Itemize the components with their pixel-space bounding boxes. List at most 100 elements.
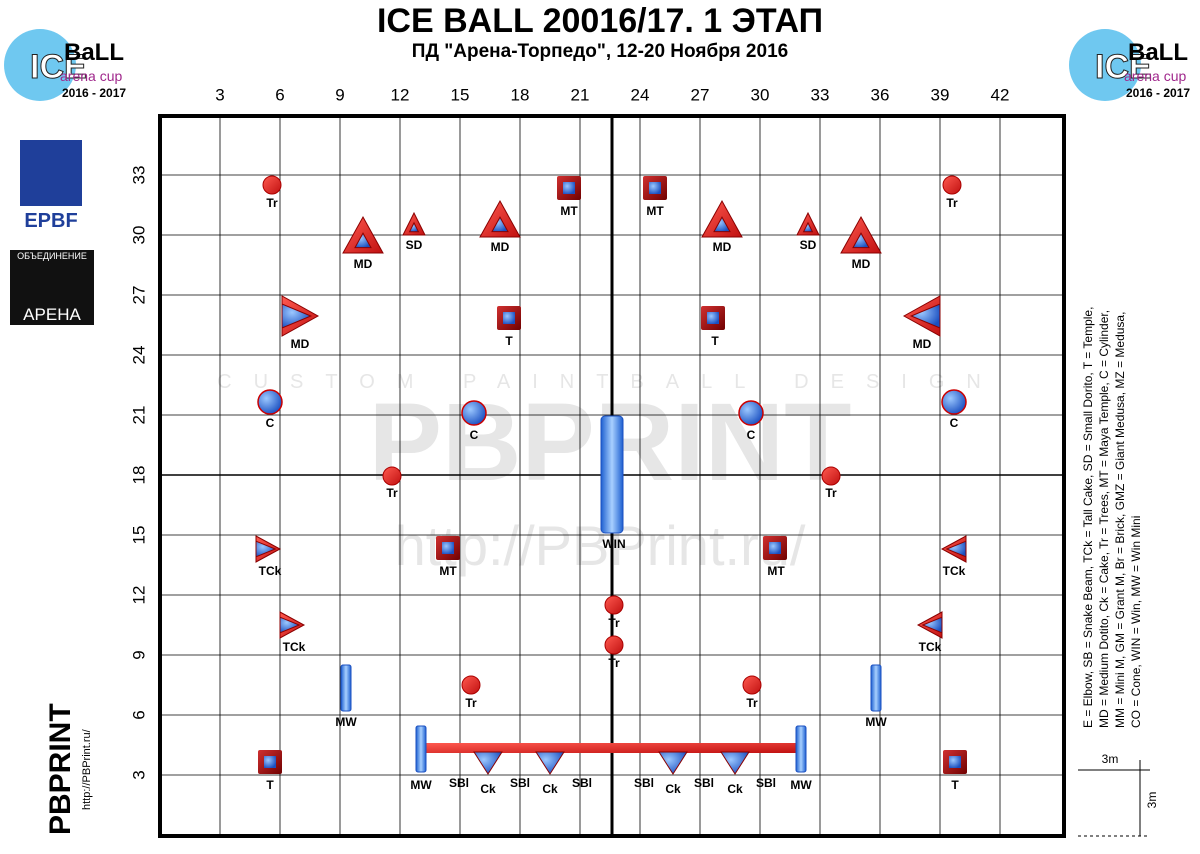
x-tick-label: 42: [991, 85, 1010, 104]
legend-line: CO = Cone, WIN = Win, MW = Win Mini: [1129, 516, 1143, 728]
x-tick-label: 9: [335, 85, 344, 104]
bunker-label: Ck: [727, 782, 743, 796]
bunker-core: [769, 542, 781, 554]
x-tick-label: 27: [691, 85, 710, 104]
logo-season: 2016 - 2017: [1126, 86, 1190, 100]
logo-ice: ICE: [1095, 48, 1152, 86]
bunker-label: MD: [291, 337, 310, 351]
y-tick-label: 30: [129, 226, 148, 245]
x-tick-label: 21: [571, 85, 590, 104]
arena-name: АРЕНА: [23, 305, 81, 324]
title: ICE BALL 20016/17. 1 ЭТАП: [377, 2, 823, 40]
pbprint-logo: PBPRINT: [44, 703, 77, 835]
bunker: [281, 303, 313, 329]
y-tick-label: 24: [129, 346, 148, 365]
x-tick-label: 3: [215, 85, 224, 104]
snake-beam: [418, 743, 802, 753]
bunker: [408, 221, 420, 233]
bunker-label: MW: [410, 778, 432, 792]
bunker-core: [707, 312, 719, 324]
watermark-tagline: CUSTOM PAINTBALL DESIGN: [217, 371, 1003, 393]
bunker-label: Tr: [266, 196, 278, 210]
logo-ball: BaLL: [1128, 39, 1188, 66]
bunker-label: T: [711, 334, 719, 348]
y-tick-label: 18: [129, 466, 148, 485]
bunker: [742, 675, 762, 695]
y-tick-label: 33: [129, 166, 148, 185]
x-tick-label: 6: [275, 85, 284, 104]
bunker-label: Tr: [608, 616, 620, 630]
bunker: [382, 466, 402, 486]
bunker-label: T: [266, 778, 274, 792]
scale-vertical: 3m: [1145, 792, 1159, 809]
bunker-label: Tr: [608, 656, 620, 670]
bunker-label: MT: [439, 564, 457, 578]
bunker: [720, 751, 750, 775]
y-tick-label: 15: [129, 526, 148, 545]
bunker-label: SBl: [694, 776, 714, 790]
x-tick-label: 30: [751, 85, 770, 104]
bunker: [909, 303, 941, 329]
arena-box: [10, 250, 94, 325]
bunker: [941, 389, 967, 415]
bunker-label: T: [505, 334, 513, 348]
watermark-url: http://PBPrint.ru/: [395, 514, 806, 577]
bunker: [473, 751, 503, 775]
x-tick-label: 18: [511, 85, 530, 104]
bunker: [852, 232, 870, 249]
bunker: [415, 725, 427, 773]
bunker: [255, 540, 277, 558]
x-tick-label: 24: [631, 85, 650, 104]
bunker: [738, 400, 764, 426]
bunker: [262, 175, 282, 195]
bunker-label: Tr: [465, 696, 477, 710]
bunker-label: Tr: [746, 696, 758, 710]
bunker: [491, 216, 509, 233]
bunker: [340, 664, 352, 712]
bunker-core: [442, 542, 454, 554]
bunker: [921, 616, 943, 634]
bunker-label: C: [950, 416, 959, 430]
epbf-shield: [20, 140, 82, 206]
arena-union: ОБЪЕДИНЕНИЕ: [17, 251, 87, 261]
x-tick-label: 39: [931, 85, 950, 104]
bunker-label: TCk: [919, 640, 942, 654]
bunker: [945, 540, 967, 558]
bunker-core: [503, 312, 515, 324]
bunker-label: MD: [852, 257, 871, 271]
bunker: [461, 675, 481, 695]
bunker-core: [649, 182, 661, 194]
logo-ball: BaLL: [64, 39, 124, 66]
bunker-label: MD: [354, 257, 373, 271]
bunker-core: [563, 182, 575, 194]
legend: E = Elbow, SB = Snake Beam, TCk = Tall C…: [1081, 307, 1143, 728]
bunker-label: C: [470, 428, 479, 442]
scale-horizontal: 3m: [1102, 752, 1119, 766]
bunker: [821, 466, 841, 486]
bunker-label: Tr: [386, 486, 398, 500]
bunker-label: Ck: [480, 782, 496, 796]
x-tick-label: 15: [451, 85, 470, 104]
bunker: [600, 415, 624, 534]
x-tick-label: 12: [391, 85, 410, 104]
bunker-label: SD: [800, 238, 817, 252]
bunker: [802, 221, 814, 233]
logo-left: ICE BaLL arena cup 2016 - 2017: [4, 29, 126, 101]
pbprint-site: http://PBPrint.ru/: [81, 728, 93, 810]
bunker-label: MW: [335, 715, 357, 729]
y-tick-label: 27: [129, 286, 148, 305]
bunker: [658, 751, 688, 775]
bunker-label: C: [747, 428, 756, 442]
bunker: [461, 400, 487, 426]
subtitle: ПД "Арена-Торпедо", 12-20 Ноября 2016: [412, 41, 788, 62]
bunker-core: [264, 756, 276, 768]
y-tick-label: 9: [129, 650, 148, 659]
bunker-label: T: [951, 778, 959, 792]
bunker-label: MT: [767, 564, 785, 578]
bunker-label: MT: [646, 204, 664, 218]
bunker: [354, 232, 372, 249]
bunker-label: Ck: [542, 782, 558, 796]
bunker-label: SBl: [510, 776, 530, 790]
